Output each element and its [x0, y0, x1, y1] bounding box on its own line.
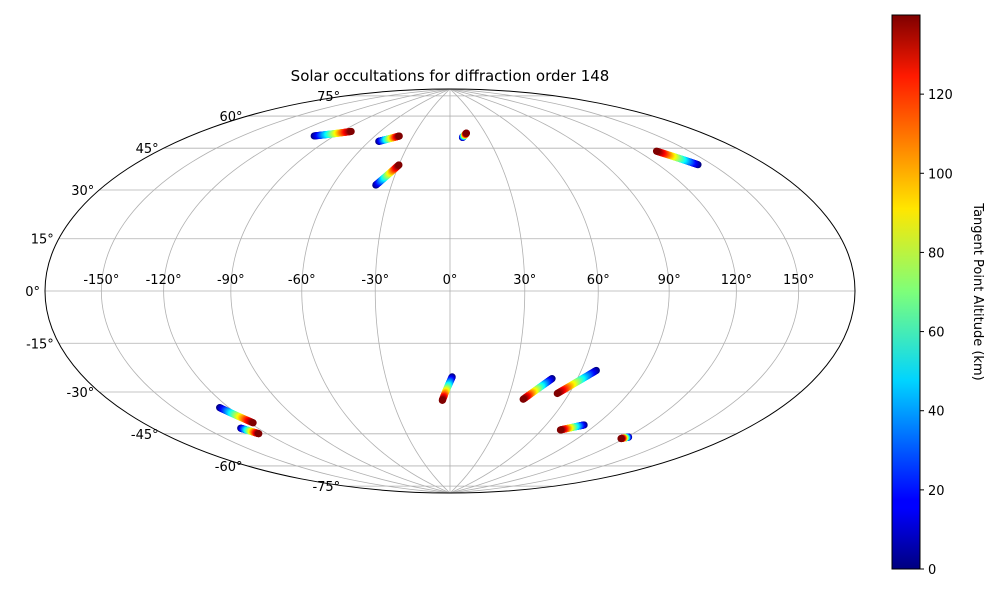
- latitude-tick-label: 45°: [136, 142, 159, 157]
- colorbar-tick-label: 80: [928, 246, 945, 261]
- occultation-track: [652, 147, 702, 169]
- occultation-track: [438, 373, 456, 404]
- longitude-tick-label: 120°: [721, 273, 752, 288]
- meridian-line: [301, 89, 451, 493]
- occultation-track: [519, 375, 556, 403]
- latitude-tick-label: -45°: [131, 428, 159, 443]
- track-point: [519, 395, 527, 403]
- meridian-line: [449, 89, 737, 493]
- occultation-track: [553, 366, 600, 398]
- meridian-line: [449, 89, 599, 493]
- colorbar-tick-label: 100: [928, 167, 953, 182]
- latitude-tick-label: -30°: [67, 386, 95, 401]
- longitude-tick-label: -150°: [83, 273, 119, 288]
- longitude-tick-label: 60°: [587, 273, 610, 288]
- colorbar-tick-label: 20: [928, 484, 945, 499]
- meridian-line: [100, 89, 451, 493]
- latitude-tick-label: -75°: [312, 480, 340, 495]
- longitude-tick-label: -90°: [217, 273, 245, 288]
- colorbar-tick-label: 120: [928, 88, 953, 103]
- latitude-tick-label: 15°: [31, 233, 54, 248]
- colorbar-label: Tangent Point Altitude (km): [970, 202, 985, 380]
- longitude-tick-label: 30°: [513, 273, 536, 288]
- latitude-tick-label: 0°: [25, 285, 40, 300]
- latitude-tick-label: -15°: [26, 337, 54, 352]
- meridian-line: [449, 89, 526, 493]
- track-point: [556, 426, 565, 434]
- track-point: [652, 147, 661, 155]
- track-point: [395, 132, 403, 140]
- occultation-track: [237, 424, 263, 438]
- longitude-tick-labels: -150° -120° -90° -60° -30° 0° 30° 60° 90° 120° 150…: [83, 273, 814, 288]
- occultation-track: [617, 433, 633, 443]
- track-point: [255, 430, 263, 438]
- occultation-track: [375, 132, 403, 145]
- colorbar-tick-label: 0: [928, 563, 936, 578]
- track-point: [438, 396, 446, 404]
- map-boundary: [44, 88, 856, 494]
- longitude-tick-label: -30°: [361, 273, 389, 288]
- longitude-tick-label: 0°: [443, 273, 458, 288]
- occultation-track: [310, 127, 355, 140]
- meridian-line: [230, 89, 451, 493]
- longitude-tick-label: 150°: [783, 273, 814, 288]
- latitude-tick-label: 60°: [219, 110, 242, 125]
- meridian-line: [374, 89, 451, 493]
- colorbar-ticks: 0 20 40 60 80 100 120: [920, 88, 953, 578]
- colorbar-tick-label: 40: [928, 405, 945, 420]
- longitude-tick-label: 90°: [658, 273, 681, 288]
- track-point: [347, 127, 355, 136]
- occultation-track: [216, 404, 257, 427]
- colorbar-tick-label: 60: [928, 326, 945, 341]
- occultation-track: [458, 129, 470, 142]
- chart-title: Solar occultations for diffraction order…: [291, 67, 610, 85]
- occultation-track: [556, 421, 588, 434]
- latitude-tick-label: 75°: [317, 90, 340, 105]
- track-point: [553, 389, 561, 398]
- track-point: [395, 161, 403, 169]
- meridian-line: [163, 89, 451, 493]
- colorbar-gradient: [891, 14, 921, 570]
- track-point: [617, 434, 625, 443]
- graticule: [45, 89, 855, 493]
- latitude-tick-labels: 75° 60° 45° 30° 15° 0° -15° -30° -45° -60° -75°: [25, 90, 340, 495]
- longitude-tick-label: -60°: [288, 273, 316, 288]
- track-point: [462, 129, 470, 137]
- latitude-tick-label: -60°: [215, 460, 243, 475]
- meridian-line: [449, 89, 800, 493]
- longitude-tick-label: -120°: [146, 273, 182, 288]
- colorbar: 0 20 40 60 80 100 120 Tangent Point Altitude (…: [891, 14, 985, 578]
- occultation-track: [372, 161, 403, 189]
- occultation-tracks: [216, 127, 702, 443]
- meridian-line: [449, 89, 670, 493]
- latitude-tick-label: 30°: [71, 184, 94, 199]
- track-point: [249, 419, 257, 427]
